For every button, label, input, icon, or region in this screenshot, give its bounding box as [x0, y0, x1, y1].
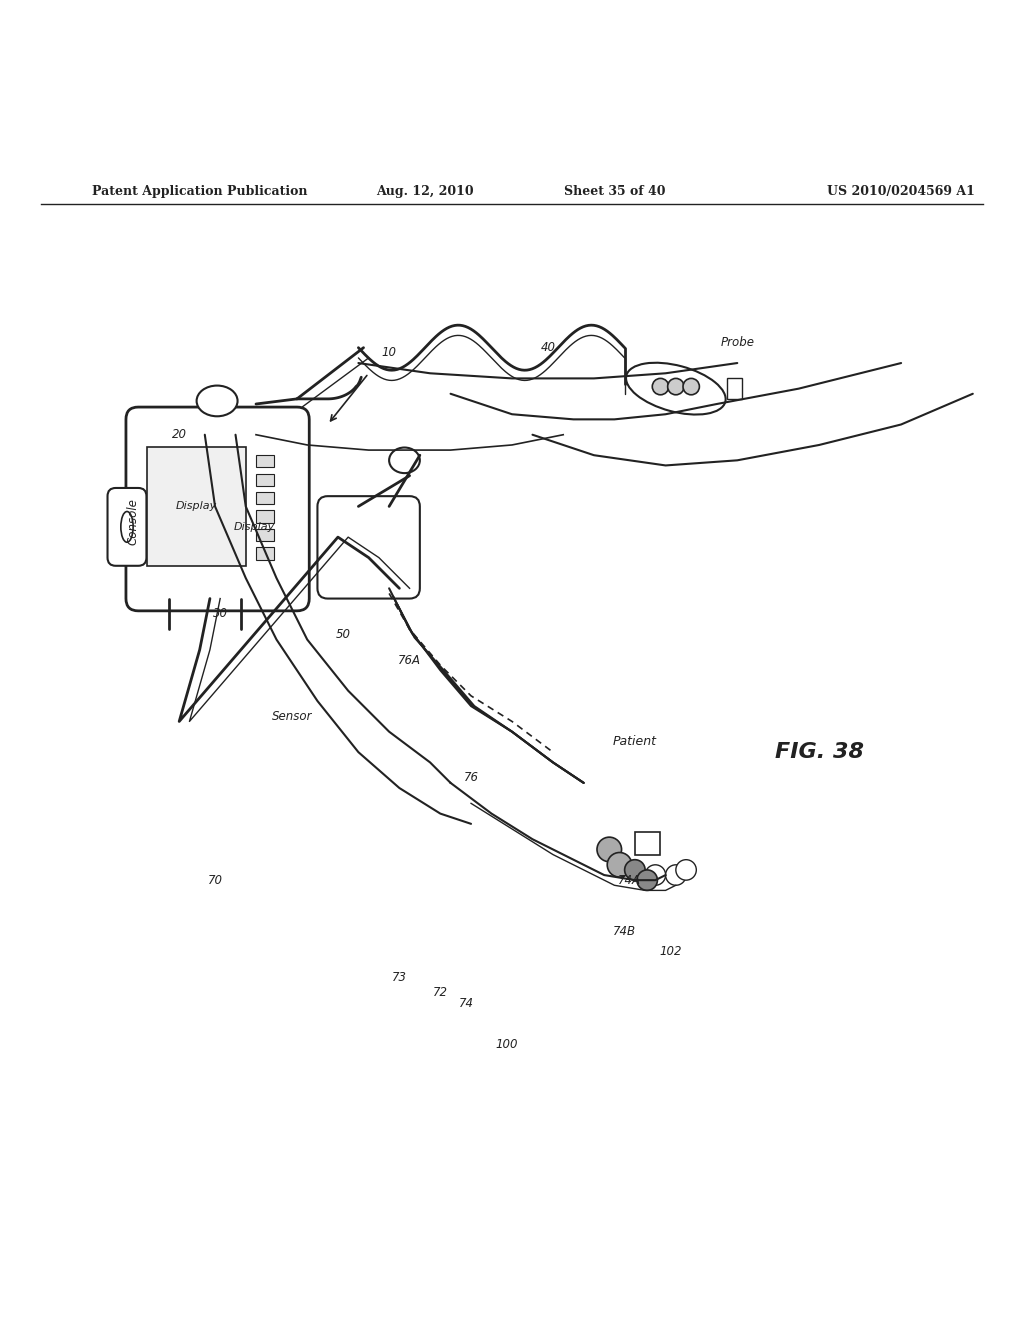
Text: 76A: 76A	[398, 653, 421, 667]
Circle shape	[668, 379, 684, 395]
Text: 10: 10	[382, 346, 396, 359]
Text: Display: Display	[176, 502, 217, 511]
Circle shape	[666, 865, 686, 886]
Text: 50: 50	[336, 628, 350, 642]
Circle shape	[597, 837, 622, 862]
Ellipse shape	[121, 512, 133, 543]
Bar	[256, 548, 274, 560]
Bar	[256, 529, 274, 541]
Text: Console: Console	[127, 499, 139, 545]
Ellipse shape	[389, 447, 420, 473]
Text: 30: 30	[213, 607, 227, 620]
Text: 70: 70	[208, 874, 222, 887]
Text: 102: 102	[659, 945, 682, 958]
Bar	[256, 492, 274, 504]
Text: 100: 100	[496, 1038, 518, 1051]
Circle shape	[645, 865, 666, 886]
Ellipse shape	[626, 363, 726, 414]
Text: 72: 72	[433, 986, 447, 999]
Circle shape	[607, 853, 632, 876]
Bar	[635, 832, 660, 854]
Text: Display: Display	[233, 521, 274, 532]
Bar	[727, 379, 742, 399]
FancyBboxPatch shape	[317, 496, 420, 598]
Text: 74: 74	[459, 997, 473, 1010]
Ellipse shape	[197, 385, 238, 416]
Bar	[256, 474, 274, 486]
Circle shape	[683, 379, 699, 395]
Text: 76: 76	[464, 771, 478, 784]
Text: Aug. 12, 2010: Aug. 12, 2010	[376, 185, 474, 198]
Text: 74B: 74B	[613, 925, 636, 937]
Circle shape	[625, 859, 645, 880]
Circle shape	[637, 870, 657, 891]
Text: US 2010/0204569 A1: US 2010/0204569 A1	[827, 185, 975, 198]
Text: 73: 73	[392, 972, 407, 983]
Bar	[256, 511, 274, 523]
FancyBboxPatch shape	[108, 488, 146, 566]
Text: 74A: 74A	[618, 874, 641, 887]
FancyBboxPatch shape	[147, 447, 246, 566]
Text: 40: 40	[541, 341, 555, 354]
Text: Patent Application Publication: Patent Application Publication	[92, 185, 307, 198]
Text: FIG. 38: FIG. 38	[775, 742, 863, 762]
Circle shape	[652, 379, 669, 395]
FancyBboxPatch shape	[126, 407, 309, 611]
Text: Sensor: Sensor	[271, 710, 312, 723]
Text: Sheet 35 of 40: Sheet 35 of 40	[563, 185, 666, 198]
Text: 20: 20	[172, 428, 186, 441]
Text: Patient: Patient	[613, 735, 656, 748]
Circle shape	[676, 859, 696, 880]
Bar	[256, 455, 274, 467]
Text: Probe: Probe	[720, 337, 755, 348]
